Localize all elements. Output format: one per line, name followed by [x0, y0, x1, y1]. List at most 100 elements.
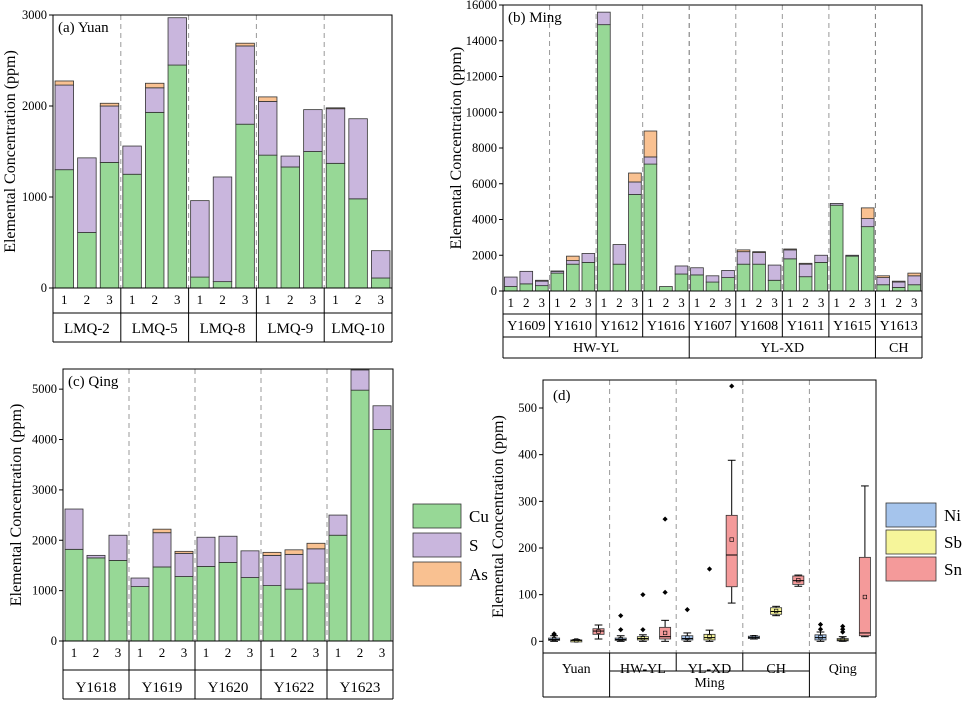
bar-Y1607-2-S [705, 275, 720, 283]
bar-LMQ-5-3-Cu [167, 64, 187, 289]
bar-Y1622-3-As [306, 542, 326, 550]
x-tick-label: 2 [616, 295, 623, 310]
y-tick-label: 0 [531, 634, 537, 648]
bar-LMQ-9-1-S [258, 101, 278, 156]
outlier-point [817, 621, 824, 628]
x-tick-label: 3 [632, 295, 639, 310]
y-tick-label: 0 [491, 284, 497, 298]
legend-swatch-As [412, 561, 462, 587]
bar-Y1611-1-As [783, 248, 797, 251]
x-tick-label: 2 [291, 645, 298, 660]
bar-Y1619-2-Cu [152, 566, 172, 642]
x-tick-label: 3 [242, 292, 249, 307]
x-tick-label: 1 [694, 295, 701, 310]
outlier-point [729, 383, 735, 389]
plot-frame [62, 368, 394, 642]
bar-LMQ-9-1-Cu [258, 154, 278, 289]
x-tick-label: 1 [264, 292, 271, 307]
y-axis-label: Elemental Concentration (ppm) [490, 415, 507, 618]
mean-marker [729, 537, 734, 542]
bar-Y1609-1-Cu [503, 286, 518, 292]
x-tick-label: 3 [115, 645, 122, 660]
group-label-Y1610: Y1610 [554, 319, 592, 334]
box-HW-YL-Sn [659, 626, 672, 640]
x-tick-label: 2 [219, 292, 226, 307]
bar-Y1616-1-Cu [643, 163, 658, 292]
panel-title: (d) [553, 388, 571, 404]
mean-marker [862, 594, 867, 600]
x-tick-label: 3 [247, 645, 254, 660]
bar-LMQ-8-2-Cu [212, 281, 233, 289]
legend-label-Ni: Ni [944, 506, 961, 525]
bar-Y1612-1-Cu [597, 24, 611, 292]
mean-marker [796, 578, 801, 583]
outlier-point [618, 613, 624, 619]
bar-Y1608-2-As [752, 251, 766, 253]
bar-LMQ-10-1-S [325, 108, 346, 164]
bar-Y1622-1-Cu [262, 585, 282, 642]
x-tick-label: 2 [287, 292, 294, 307]
x-tick-label: 3 [771, 295, 778, 310]
bar-LMQ-10-3-S [371, 250, 391, 279]
x-tick-label: 2 [570, 295, 577, 310]
bar-Y1613-3-S [907, 275, 922, 286]
bar-Y1618-3-S [108, 534, 128, 561]
bar-Y1609-3-Cu [535, 285, 549, 292]
x-tick-label: 3 [725, 295, 732, 310]
supergroup-label-HW-YL: HW-YL [573, 341, 619, 356]
bar-Y1613-3-Cu [907, 284, 922, 292]
bar-Y1616-2-Cu [659, 286, 673, 292]
outlier-point [618, 627, 624, 633]
box-Qing-Sn [858, 556, 871, 637]
x-tick-label: 3 [181, 645, 188, 660]
x-tick-label: 1 [137, 645, 144, 660]
bar-Y1615-2-Cu [845, 255, 859, 292]
bar-LMQ-10-2-Cu [348, 198, 368, 289]
y-axis-label: Elemental Concentration (ppm) [2, 50, 19, 253]
x-tick-label: 3 [911, 295, 918, 310]
bar-LMQ-10-2-S [348, 118, 368, 200]
bar-Y1623-1-S [328, 514, 348, 536]
y-tick-label: 500 [518, 401, 537, 415]
bar-LMQ-10-1-As [325, 107, 346, 110]
legend-label-Sn: Sn [944, 560, 962, 579]
bar-Y1611-2-Cu [798, 276, 813, 292]
group-label-Yuan: Yuan [562, 662, 591, 677]
x-tick-label: 3 [174, 292, 181, 307]
bar-Y1622-2-As [284, 549, 304, 555]
group-label-LMQ-8: LMQ-8 [200, 321, 246, 337]
supergroup-label-CH: CH [889, 341, 908, 356]
legend-swatch-Cu [412, 503, 462, 529]
bar-LMQ-5-1-S [122, 145, 142, 175]
bar-Y1623-3-S [372, 405, 392, 430]
y-tick-label: 3000 [32, 483, 57, 497]
x-tick-label: 2 [357, 645, 364, 660]
bar-Y1612-1-S [597, 11, 611, 26]
bar-Y1607-3-S [721, 270, 735, 278]
y-tick-label: 2000 [472, 248, 497, 262]
bar-Y1609-1-S [503, 276, 518, 287]
bar-Y1610-1-Cu [550, 272, 565, 292]
outlier-point [817, 626, 824, 632]
x-tick-label: 1 [71, 645, 78, 660]
bar-Y1616-1-S [643, 156, 658, 165]
group-label-Y1623: Y1623 [340, 680, 381, 696]
y-tick-label: 2000 [22, 99, 47, 113]
panel-a-yuan: 0 1000 2000 3000 Elemental Concentration (pp… [2, 8, 393, 343]
mean-marker [818, 635, 823, 640]
group-label-Y1618: Y1618 [76, 680, 117, 696]
bar-LMQ-9-2-Cu [280, 166, 300, 289]
bar-Y1620-3-Cu [240, 577, 260, 642]
bar-Y1607-1-Cu [690, 274, 704, 292]
outlier-point [684, 607, 690, 613]
bar-LMQ-5-2-S [145, 87, 165, 113]
bar-Y1608-1-Cu [736, 263, 751, 292]
x-tick-label: 1 [787, 295, 794, 310]
bar-LMQ-9-1-As [258, 96, 278, 102]
x-tick-label: 3 [864, 295, 871, 310]
bar-LMQ-2-1-Cu [54, 169, 74, 289]
bar-Y1608-3-Cu [767, 279, 782, 292]
x-tick-label: 3 [818, 295, 825, 310]
x-tick-label: 2 [523, 295, 530, 310]
